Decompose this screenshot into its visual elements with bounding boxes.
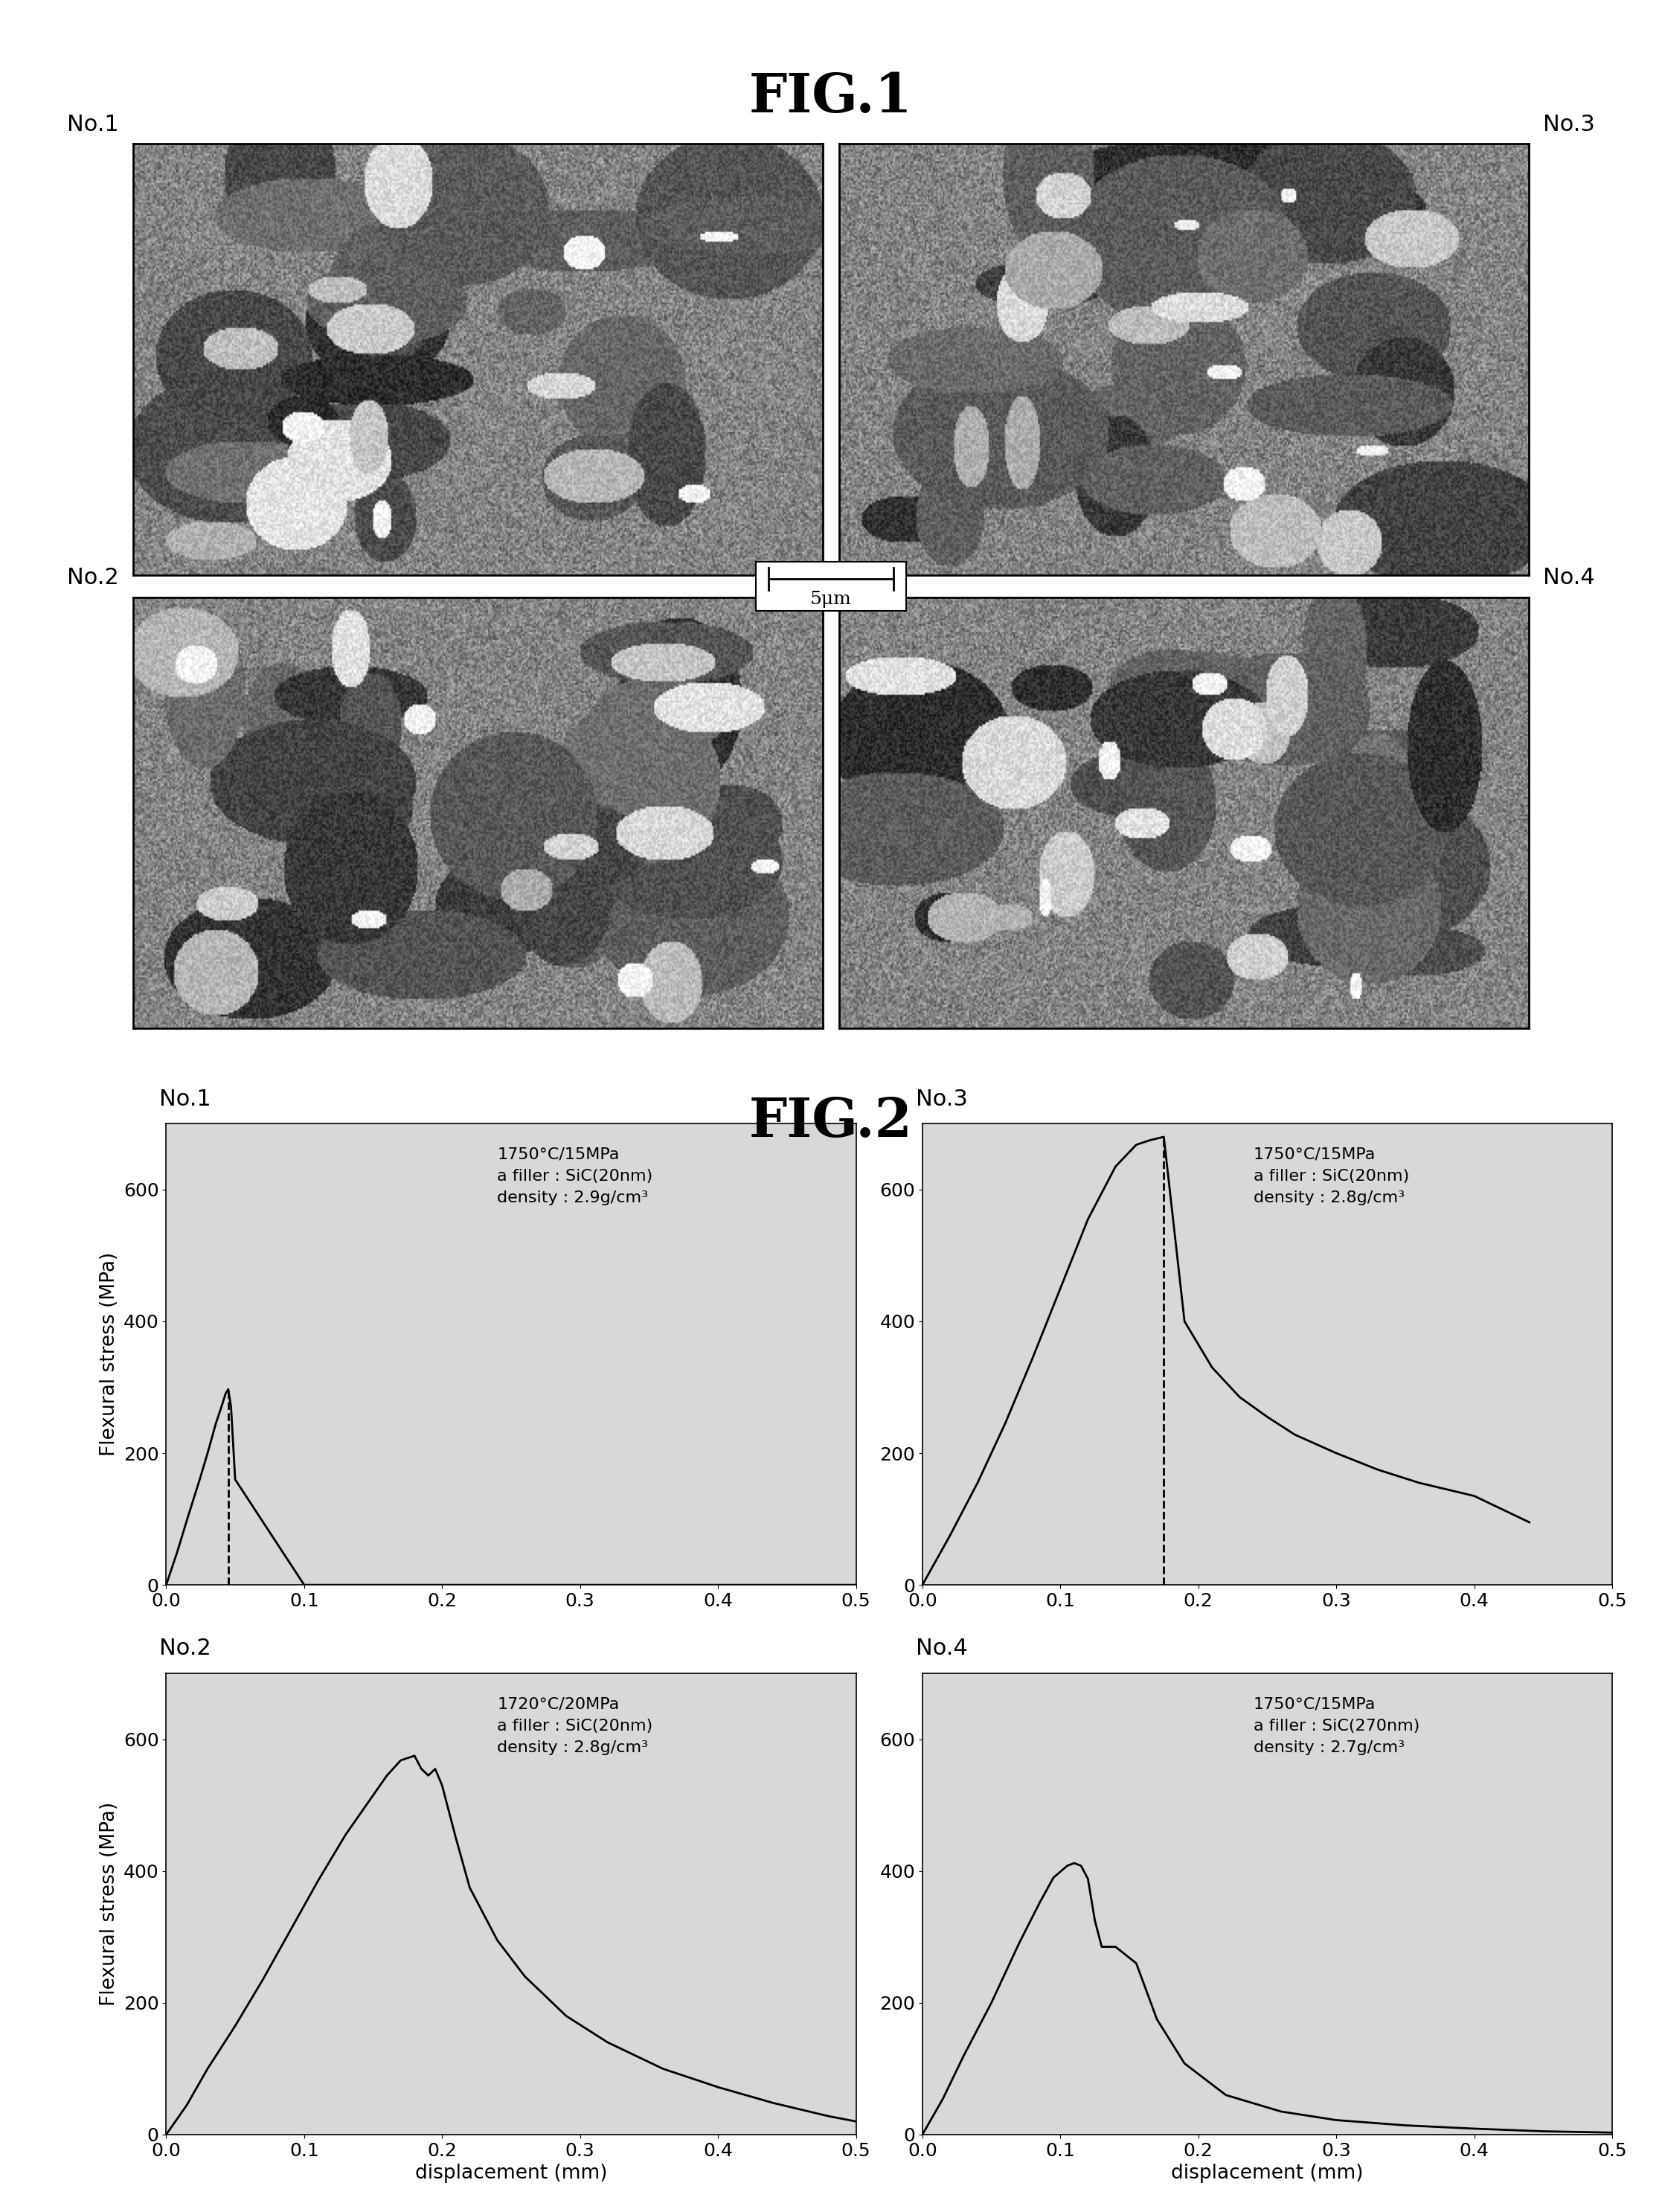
Text: No.3: No.3 <box>1542 113 1596 135</box>
Text: No.2: No.2 <box>66 566 120 588</box>
Text: 1720°C/20MPa
a filler : SiC(20nm)
density : 2.8g/cm³: 1720°C/20MPa a filler : SiC(20nm) densit… <box>497 1697 653 1756</box>
Text: No.4: No.4 <box>916 1637 967 1659</box>
Text: No.1: No.1 <box>160 1088 211 1110</box>
Y-axis label: Flexural stress (MPa): Flexural stress (MPa) <box>100 1252 120 1455</box>
Text: 5μm: 5μm <box>811 591 851 608</box>
Text: 1750°C/15MPa
a filler : SiC(20nm)
density : 2.8g/cm³: 1750°C/15MPa a filler : SiC(20nm) densit… <box>1253 1146 1409 1206</box>
Y-axis label: Flexural stress (MPa): Flexural stress (MPa) <box>100 1803 120 2006</box>
Text: FIG.1: FIG.1 <box>750 71 912 124</box>
Text: 1750°C/15MPa
a filler : SiC(270nm)
density : 2.7g/cm³: 1750°C/15MPa a filler : SiC(270nm) densi… <box>1253 1697 1419 1756</box>
Text: No.1: No.1 <box>66 113 120 135</box>
Text: No.4: No.4 <box>1542 566 1596 588</box>
Text: 1750°C/15MPa
a filler : SiC(20nm)
density : 2.9g/cm³: 1750°C/15MPa a filler : SiC(20nm) densit… <box>497 1146 653 1206</box>
Text: No.2: No.2 <box>160 1637 211 1659</box>
Text: FIG.2: FIG.2 <box>750 1095 912 1148</box>
X-axis label: displacement (mm): displacement (mm) <box>1172 2163 1363 2183</box>
X-axis label: displacement (mm): displacement (mm) <box>416 2163 607 2183</box>
Text: No.3: No.3 <box>916 1088 967 1110</box>
